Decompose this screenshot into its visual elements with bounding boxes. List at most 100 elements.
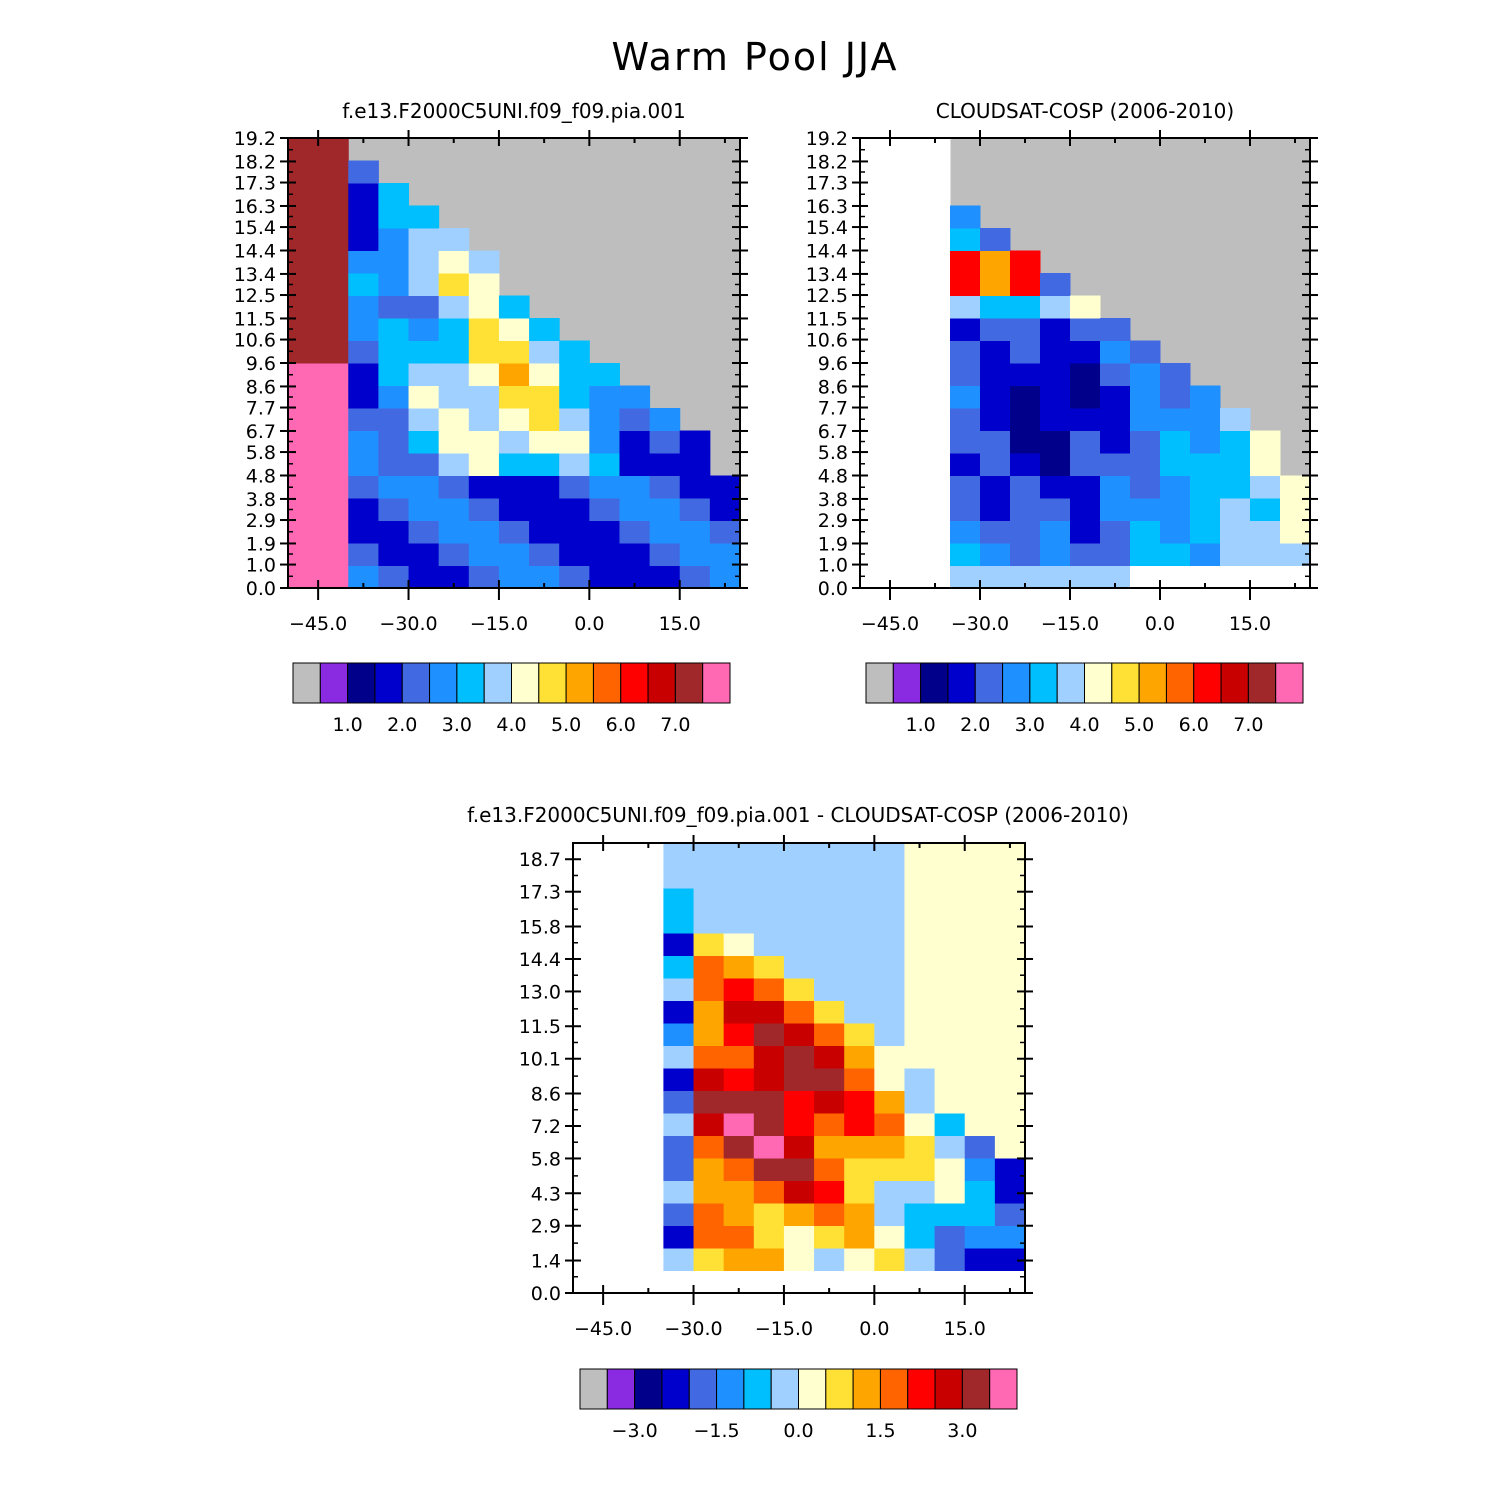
cell — [1100, 363, 1131, 386]
cell-empty — [860, 385, 891, 409]
cell — [438, 340, 470, 364]
cell — [408, 318, 440, 341]
cell — [468, 250, 500, 274]
y-tick-label: 7.7 — [246, 398, 276, 420]
cell — [288, 363, 319, 386]
cell — [753, 933, 785, 956]
cell — [994, 888, 1026, 911]
cell-empty — [860, 565, 891, 589]
colorbar-swatch — [634, 1368, 663, 1410]
panel-obs-axes: 0.01.01.92.93.84.85.86.77.78.69.610.611.… — [806, 128, 1318, 635]
cell-empty — [1220, 565, 1251, 589]
cell — [619, 565, 651, 589]
cell — [874, 910, 905, 934]
cell — [709, 475, 741, 499]
cell — [348, 475, 379, 499]
cell — [498, 498, 530, 521]
y-tick-label: 15.4 — [234, 217, 276, 239]
cell — [994, 843, 1026, 866]
cell — [753, 1113, 785, 1136]
cell — [318, 363, 349, 386]
cell — [378, 363, 410, 386]
cell-empty — [860, 453, 891, 476]
cell — [468, 273, 500, 296]
cell — [589, 408, 620, 431]
cell — [1220, 453, 1251, 476]
cell — [693, 1113, 725, 1136]
cell — [934, 955, 966, 979]
cell — [1010, 295, 1041, 319]
cell — [619, 430, 651, 454]
y-tick-label: 0.0 — [246, 578, 276, 600]
cell — [378, 250, 410, 274]
colorbar-swatch — [865, 662, 894, 704]
cell — [1280, 543, 1311, 566]
cell — [619, 498, 651, 521]
colorbar-swatch — [1029, 662, 1058, 704]
cell — [1040, 408, 1071, 431]
cell — [1100, 385, 1131, 409]
cell — [663, 1113, 695, 1136]
cell — [378, 408, 410, 431]
cell — [844, 910, 875, 934]
cell-empty — [920, 498, 951, 521]
cell — [753, 1023, 785, 1046]
cell — [964, 1000, 996, 1024]
cell — [408, 205, 440, 229]
colorbar-swatch — [989, 1368, 1018, 1410]
cell — [438, 228, 470, 251]
colorbar-swatch — [974, 662, 1004, 704]
colorbar-swatch — [401, 662, 431, 704]
cell — [1010, 565, 1041, 589]
cell-empty — [860, 543, 891, 566]
colorbar-swatch — [429, 662, 458, 704]
cell — [814, 1023, 845, 1046]
cell-empty — [1280, 565, 1311, 589]
cell — [1070, 543, 1101, 566]
cell — [723, 1045, 755, 1069]
cell — [1010, 273, 1041, 296]
cell — [723, 1023, 755, 1046]
y-tick-label: 14.4 — [519, 949, 561, 971]
cell — [693, 1158, 725, 1181]
cell — [753, 1045, 785, 1069]
cell — [318, 475, 349, 499]
cell — [318, 453, 349, 476]
cell — [874, 1225, 905, 1249]
colorbar-swatch — [538, 662, 567, 704]
cell — [498, 543, 530, 566]
cell — [1040, 363, 1071, 386]
cell — [408, 340, 440, 364]
cell — [994, 1180, 1026, 1204]
cell — [950, 363, 981, 386]
cell — [904, 1135, 936, 1159]
y-tick-label: 2.9 — [531, 1216, 561, 1238]
colorbar-swatch — [579, 1368, 608, 1410]
cell — [679, 520, 711, 544]
cell — [468, 295, 500, 319]
cell — [1070, 430, 1101, 454]
cell — [1040, 565, 1071, 589]
cell — [468, 408, 500, 431]
cell-empty — [920, 228, 951, 251]
colorbar-label: 3.0 — [442, 714, 472, 736]
cell — [348, 385, 379, 409]
cell — [723, 865, 755, 889]
cell — [904, 1248, 936, 1271]
cell — [814, 1000, 845, 1024]
cell — [904, 1000, 936, 1024]
cell — [994, 1203, 1026, 1226]
cell — [1100, 453, 1131, 476]
cell — [904, 1225, 936, 1249]
cell — [980, 250, 1011, 274]
cell — [693, 1180, 725, 1204]
cell — [408, 295, 440, 319]
cell — [318, 385, 349, 409]
cell — [950, 318, 981, 341]
y-tick-label: 11.5 — [519, 1016, 561, 1038]
cell — [934, 910, 966, 934]
cell — [1190, 430, 1221, 454]
colorbar-label: 1.0 — [333, 714, 363, 736]
cell — [934, 1000, 966, 1024]
cell — [964, 1135, 996, 1159]
